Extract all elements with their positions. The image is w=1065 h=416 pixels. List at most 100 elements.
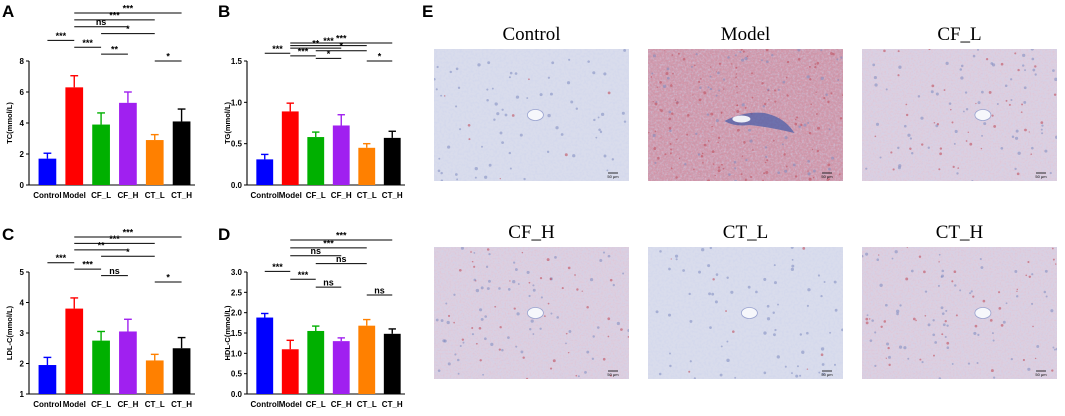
category-label: CT_L [145,191,165,200]
lipid-dot [447,314,451,318]
lipid-dot [816,149,820,153]
lipid-dot [783,153,786,156]
bar-ct-l [358,147,376,185]
lipid-dot [458,268,462,272]
lipid-dot [816,61,820,65]
bar-model [65,308,84,394]
lipid-dot [543,315,546,318]
nucleus [698,270,701,274]
nucleus [550,312,553,315]
lipid-dot [499,177,501,180]
category-label: CF_H [331,400,352,409]
nucleus [454,353,457,356]
lipid-dot [736,104,739,107]
nucleus [668,313,672,317]
nucleus [763,277,767,281]
lipid-dot [509,280,511,282]
y-tick-label: 1 [20,390,25,399]
lipid-dot [890,151,893,154]
nucleus [697,153,701,156]
lipid-dot [797,57,801,61]
nucleus [586,350,590,354]
histology-title: CF_H [508,222,555,243]
nucleus [612,283,615,287]
lipid-dot [761,82,764,85]
nucleus [1002,320,1006,324]
significance-label: *** [298,46,309,56]
lipid-dot [832,53,835,56]
lipid-dot [943,89,946,91]
lipid-dot [905,113,909,117]
y-tick-label: 4 [20,299,25,308]
nucleus [488,279,491,283]
lipid-dot [807,170,809,172]
lipid-dot [811,148,814,151]
nucleus [532,288,536,292]
nucleus [981,134,984,137]
lipid-dot [830,52,833,55]
central-vein [974,109,992,121]
nucleus [516,312,520,316]
bar-ct-h [172,348,191,394]
nucleus [689,319,693,323]
bar-ct-l [145,140,164,185]
tissue-image [862,247,1057,379]
nucleus [910,269,914,273]
nucleus [823,281,826,283]
lipid-dot [808,177,812,181]
lipid-dot [768,99,770,101]
nucleus [434,78,436,81]
nucleus [891,257,894,260]
lipid-dot [656,86,658,88]
nucleus [494,102,498,106]
nucleus [964,91,968,94]
nucleus [798,125,802,129]
lipid-dot [817,126,821,130]
lipid-dot [707,140,710,142]
nucleus [435,318,439,322]
nucleus [455,67,459,71]
lipid-dot [486,248,490,251]
lipid-dot [718,62,722,65]
lipid-dot [675,101,679,105]
lipid-dot [809,78,812,81]
lipid-dot [525,377,529,379]
nucleus [763,371,767,375]
lipid-dot [1027,260,1030,264]
lipid-dot [967,131,969,134]
lipid-dot [717,141,719,144]
lipid-dot [1025,274,1028,277]
lipid-dot [660,137,662,139]
y-tick-label: 0.5 [231,140,243,149]
nucleus [1041,132,1044,135]
nucleus [993,376,996,379]
nucleus [833,363,837,366]
lipid-dot [1053,93,1057,96]
category-label: CT_L [145,400,165,409]
significance-label: *** [272,44,283,54]
nucleus [526,97,529,100]
nucleus [589,278,594,282]
nucleus [820,347,825,351]
nucleus [1052,69,1055,72]
histology-title: CT_H [936,222,984,243]
lipid-dot [955,314,958,317]
nucleus [568,58,571,61]
nucleus [596,326,600,329]
nucleus [945,309,948,312]
nucleus [517,283,520,285]
y-tick-label: 1.5 [231,57,243,66]
lipid-dot [878,254,880,256]
lipid-dot [549,277,553,281]
nucleus [526,270,530,274]
tissue-image [862,49,1057,181]
lipid-dot [969,142,973,146]
significance-label: *** [109,10,120,20]
nucleus [547,76,551,79]
chart-hdl-c: D 0.0 0.5 1.0 1.5 2.0 2.5 3.0 HDL-C(mmol/L) Contr… [218,225,405,409]
nucleus [507,336,510,339]
nucleus [884,303,888,307]
nucleus [792,163,796,167]
lipid-dot [814,66,817,69]
lipid-dot [887,346,890,350]
